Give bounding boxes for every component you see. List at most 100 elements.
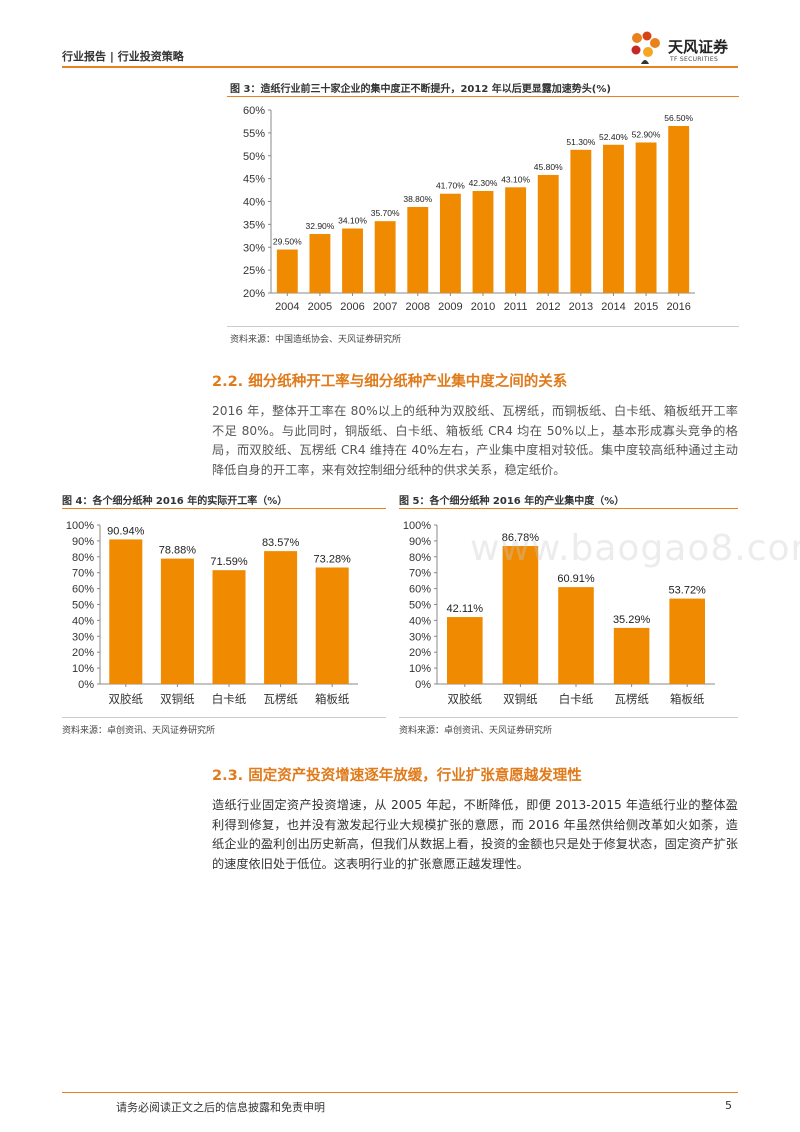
- x-tick-label: 白卡纸: [212, 692, 247, 706]
- y-tick-label: 0%: [78, 679, 94, 691]
- y-tick-label: 0%: [415, 679, 431, 691]
- report-category: 行业报告 | 行业投资策略: [62, 50, 184, 63]
- x-tick-label: 2005: [308, 301, 332, 313]
- y-tick-label: 20%: [409, 647, 431, 659]
- bar-瓦楞纸: [264, 551, 298, 684]
- x-tick-label: 双铜纸: [160, 692, 195, 706]
- data-label: 38.80%: [403, 194, 432, 204]
- x-tick-label: 2014: [601, 301, 625, 313]
- x-tick-label: 2004: [275, 301, 299, 313]
- figure4-source-divider: [62, 717, 386, 718]
- y-tick-label: 70%: [409, 568, 431, 580]
- bar-2006: [342, 228, 363, 293]
- bar-瓦楞纸: [613, 627, 650, 684]
- y-tick-label: 90%: [72, 536, 94, 548]
- y-tick-label: 100%: [66, 520, 94, 532]
- figure5-source: 资料来源：卓创资讯、天风证券研究所: [399, 726, 553, 736]
- bar-2004: [276, 249, 298, 293]
- x-tick-label: 2006: [340, 301, 364, 313]
- bar-2007: [374, 221, 396, 293]
- watermark: www.baogao8.com: [470, 528, 800, 569]
- bar-2011: [505, 187, 527, 293]
- bar-箱板纸: [669, 598, 705, 684]
- y-tick-label: 45%: [243, 174, 265, 186]
- bar-双铜纸: [502, 546, 539, 684]
- y-tick-label: 30%: [72, 631, 94, 643]
- figure4-title: 图 4：各个细分纸种 2016 年的实际开工率（%）: [62, 496, 288, 507]
- y-tick-label: 35%: [243, 219, 265, 231]
- header-divider: [62, 66, 738, 68]
- figure4-source: 资料来源：卓创资讯、天风证券研究所: [62, 726, 216, 736]
- bar-2015: [635, 142, 657, 293]
- data-label: 42.30%: [469, 178, 498, 188]
- y-tick-label: 80%: [72, 552, 94, 564]
- page-number: 5: [725, 1099, 732, 1112]
- x-tick-label: 双胶纸: [448, 692, 483, 706]
- y-tick-label: 50%: [72, 600, 94, 612]
- y-tick-label: 20%: [72, 647, 94, 659]
- figure5-source-divider: [399, 717, 738, 718]
- bar-2005: [309, 233, 331, 293]
- brand-name-en: TF SECURITIES: [670, 56, 719, 63]
- y-tick-label: 90%: [409, 536, 431, 548]
- footer-divider: [62, 1092, 738, 1093]
- y-tick-label: 55%: [243, 128, 265, 140]
- figure5-chart: 0% 10% 20% 30% 40% 50% 60% 70% 80% 90% 100% 42.11% 双…: [403, 520, 715, 706]
- y-tick-label: 40%: [72, 615, 94, 627]
- x-tick-label: 双铜纸: [503, 692, 538, 706]
- data-label: 35.29%: [613, 614, 651, 626]
- x-tick-label: 2016: [666, 301, 690, 313]
- data-label: 51.30%: [566, 137, 595, 147]
- section-2-2-body: 2016 年，整体开工率在 80%以上的纸种为双胶纸、瓦楞纸，而铜板纸、白卡纸、…: [212, 404, 738, 477]
- x-tick-label: 瓦楞纸: [614, 692, 649, 706]
- x-tick-label: 2015: [634, 301, 658, 313]
- brand-name-cn: 天风证券: [668, 38, 729, 56]
- data-label: 56.50%: [664, 113, 693, 123]
- bar-双铜纸: [160, 558, 194, 684]
- bar-箱板纸: [315, 567, 349, 684]
- y-tick-label: 40%: [243, 197, 265, 209]
- bar-2008: [407, 206, 429, 293]
- data-label: 43.10%: [501, 174, 530, 184]
- tf-securities-logo: [631, 31, 660, 64]
- x-tick-label: 双胶纸: [109, 692, 144, 706]
- data-label: 35.70%: [371, 208, 400, 218]
- x-tick-label: 2009: [438, 301, 462, 313]
- x-tick-label: 箱板纸: [670, 692, 705, 706]
- data-label: 45.80%: [534, 162, 563, 172]
- x-tick-label: 2013: [569, 301, 593, 313]
- data-label: 32.90%: [306, 221, 335, 231]
- data-label: 60.91%: [557, 573, 595, 585]
- bar-2016: [668, 126, 690, 293]
- y-tick-label: 60%: [409, 584, 431, 596]
- bar-2010: [472, 190, 494, 293]
- bar-2014: [603, 144, 624, 293]
- data-label: 29.50%: [273, 237, 302, 247]
- x-tick-label: 2011: [504, 301, 528, 313]
- y-tick-label: 10%: [72, 663, 94, 675]
- section-2-3-body: 造纸行业固定资产投资增速，从 2005 年起，不断降低，即便 2013-2015…: [212, 798, 738, 871]
- bar-白卡纸: [558, 587, 594, 684]
- data-label: 90.94%: [107, 525, 145, 537]
- data-label: 86.78%: [502, 532, 540, 544]
- y-tick-label: 60%: [72, 584, 94, 596]
- data-label: 73.28%: [314, 553, 352, 565]
- figure3-title-divider: [227, 96, 739, 97]
- y-tick-label: 30%: [409, 631, 431, 643]
- section-2-3-title: 2.3. 固定资产投资增速逐年放缓，行业扩张意愿越发理性: [212, 768, 582, 784]
- data-label: 78.88%: [159, 545, 197, 557]
- y-tick-label: 20%: [243, 288, 265, 300]
- y-tick-label: 25%: [243, 265, 265, 277]
- footer-disclaimer: 请务必阅读正文之后的信息披露和免责申明: [116, 1101, 325, 1114]
- y-tick-label: 70%: [72, 568, 94, 580]
- figure3-source: 资料来源：中国造纸协会、天风证券研究所: [230, 335, 402, 345]
- data-label: 52.40%: [599, 132, 628, 142]
- figure4-chart: 0% 10% 20% 30% 40% 50% 60% 70% 80% 90% 100% 90.94% 双…: [66, 520, 358, 706]
- section-2-2-title: 2.2. 细分纸种开工率与细分纸种产业集中度之间的关系: [212, 374, 568, 390]
- x-tick-label: 2012: [536, 301, 560, 313]
- bar-双胶纸: [109, 539, 143, 684]
- data-label: 34.10%: [338, 215, 367, 225]
- figure5-title-divider: [399, 508, 738, 509]
- data-label: 42.11%: [447, 603, 484, 615]
- bar-白卡纸: [212, 570, 246, 684]
